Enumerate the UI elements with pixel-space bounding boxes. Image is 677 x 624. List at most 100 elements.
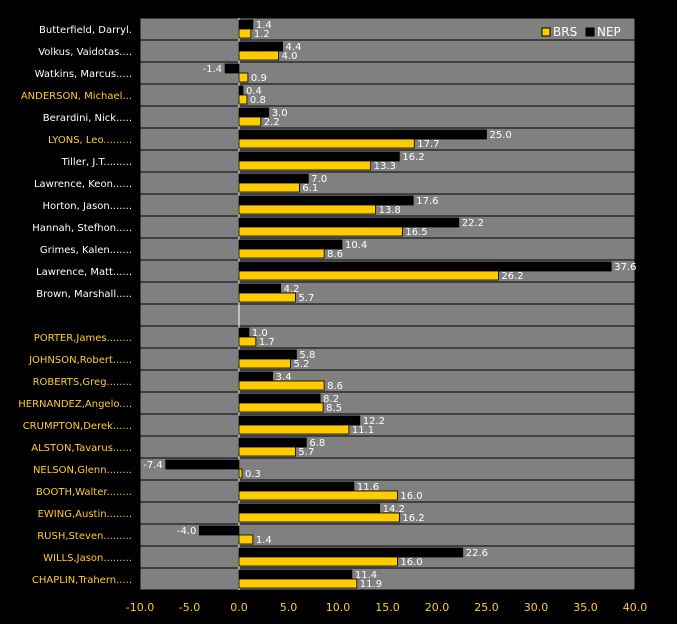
category-label: EWING,Austin........ (38, 509, 132, 520)
nep-bar-label: 11.4 (355, 570, 377, 581)
brs-bar-label: 8.6 (327, 249, 343, 260)
nep-bar-label: 8.2 (323, 394, 339, 405)
brs-bar-label: 8.5 (326, 403, 342, 414)
nep-bar-label: 12.2 (363, 416, 385, 427)
category-label: LYONS, Leo......... (48, 135, 132, 146)
brs-bar (238, 182, 300, 193)
brs-bar-label: 0.9 (251, 73, 267, 84)
category-label: Berardini, Nick..... (43, 113, 132, 124)
brs-bar-label: 0.8 (250, 95, 266, 106)
legend: BRS NEP (541, 25, 621, 39)
category-label: Watkins, Marcus..... (35, 69, 132, 80)
category-label: RUSH,Steven......... (37, 531, 132, 542)
x-tick-label: 25.0 (474, 601, 499, 614)
legend-label-nep: NEP (597, 25, 621, 39)
nep-bar-label: 37.6 (614, 262, 636, 273)
nep-bar (238, 85, 244, 96)
x-tick-label: -5.0 (179, 601, 200, 614)
nep-bar (238, 393, 321, 404)
x-tick-label: -10.0 (126, 601, 154, 614)
brs-bar (238, 248, 325, 259)
nep-bar (224, 63, 240, 74)
brs-bar (238, 94, 248, 105)
brs-bar (238, 402, 324, 413)
legend-swatch-nep (585, 27, 595, 37)
x-axis-ticks: -10.0 -5.0 0.0 5.0 10.0 15.0 20.0 25.0 30.0 35.0 4… (126, 601, 647, 614)
brs-bar-label: 16.5 (405, 227, 427, 238)
brs-bar (238, 380, 325, 391)
brs-bar-label: 2.2 (264, 117, 280, 128)
nep-bar-label: -1.4 (203, 64, 223, 75)
nep-bar-label: 4.4 (286, 42, 302, 53)
category-label: ROBERTS,Greg........ (33, 377, 132, 388)
brs-bar (238, 270, 499, 281)
bars (165, 19, 612, 589)
nep-bar (238, 481, 355, 492)
x-tick-label: 15.0 (375, 601, 400, 614)
category-label: Tiller, J.T......... (61, 157, 132, 168)
nep-bar-label: 22.2 (462, 218, 484, 229)
nep-bar (238, 151, 400, 162)
category-label: Lawrence, Keon...... (34, 179, 132, 190)
nep-bar-label: 5.8 (299, 350, 315, 361)
brs-bar-label: 13.8 (379, 205, 401, 216)
brs-bar (238, 72, 249, 83)
category-labels: Butterfield, Darryl. Volkus, Vaidotas....… (18, 25, 132, 586)
nep-bar (238, 547, 464, 558)
nep-bar-label: 1.0 (252, 328, 268, 339)
nep-bar-label: 3.0 (272, 108, 288, 119)
nep-bar (238, 415, 361, 426)
brs-bar (238, 138, 415, 149)
brs-bar (238, 226, 403, 237)
brs-bar-label: 1.7 (259, 337, 275, 348)
category-label: NELSON,Glenn........ (33, 465, 132, 476)
category-label: ALSTON,Tavarus...... (31, 443, 132, 454)
brs-bar (238, 578, 358, 589)
nep-bar-label: 1.4 (256, 20, 272, 31)
brs-bar-label: 16.2 (402, 513, 424, 524)
category-label: BOOTH,Walter........ (36, 487, 132, 498)
nep-bar-label: 14.2 (383, 504, 405, 515)
nep-bar (238, 437, 307, 448)
nep-bar-label: 22.6 (466, 548, 488, 559)
nep-bar-label: 11.6 (357, 482, 379, 493)
legend-label-brs: BRS (553, 25, 577, 39)
nep-bar (238, 239, 343, 250)
brs-bar-label: 26.2 (501, 271, 523, 282)
nep-bar (238, 19, 254, 30)
category-label: JOHNSON,Robert...... (28, 355, 132, 366)
brs-bar-label: 5.2 (293, 359, 309, 370)
plot-border (139, 17, 636, 591)
nep-bar (238, 107, 270, 118)
nep-bar-label: -7.4 (143, 460, 163, 471)
brs-bar (238, 336, 257, 347)
nep-bar (238, 371, 274, 382)
nep-bar (238, 327, 250, 338)
brs-bar (238, 28, 252, 39)
brs-bar-label: 13.3 (374, 161, 396, 172)
brs-bar-label: 8.6 (327, 381, 343, 392)
brs-bar (238, 468, 243, 479)
x-tick-label: 10.0 (326, 601, 351, 614)
brs-bar-label: 4.0 (282, 51, 298, 62)
brs-bar (238, 116, 262, 127)
x-tick-label: 5.0 (280, 601, 298, 614)
nep-bar (238, 349, 297, 360)
nep-bar (238, 217, 460, 228)
nep-bar (165, 459, 240, 470)
category-label: Lawrence, Matt...... (36, 267, 132, 278)
brs-bar (238, 534, 254, 545)
category-label: WILLS,Jason......... (43, 553, 132, 564)
category-label: CRUMPTON,Derek...... (23, 421, 132, 432)
brs-bar (238, 292, 296, 303)
nep-bar-label: 3.4 (276, 372, 292, 383)
category-label: Brown, Marshall..... (36, 289, 132, 300)
nep-bar (238, 173, 309, 184)
category-label: PORTER,James........ (34, 333, 132, 344)
brs-bar-label: 1.4 (256, 535, 272, 546)
brs-bar (238, 160, 372, 171)
brs-bar-label: 5.7 (298, 293, 314, 304)
x-tick-label: 0.0 (230, 601, 248, 614)
brs-bar (238, 490, 398, 501)
brs-bar (238, 512, 400, 523)
